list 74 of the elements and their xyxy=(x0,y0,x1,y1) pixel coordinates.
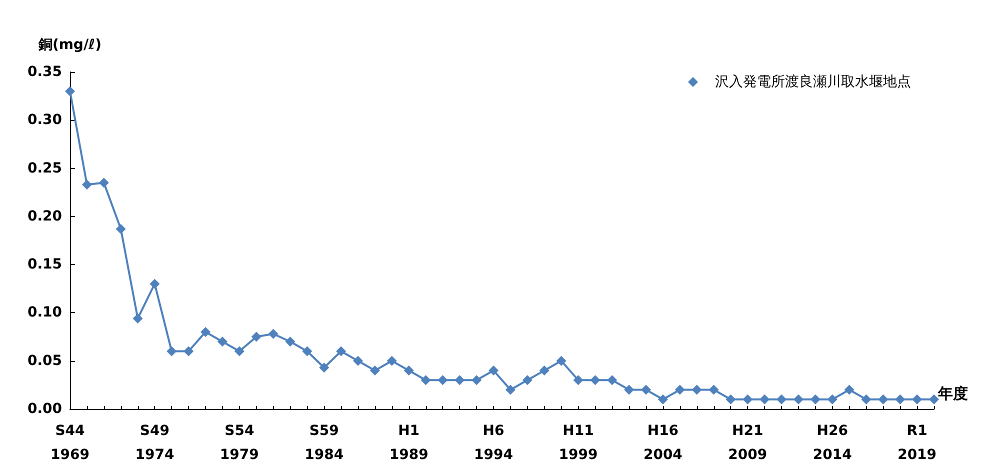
point xyxy=(116,224,126,234)
point xyxy=(420,375,431,386)
y-tick-label: 0.15 xyxy=(27,256,62,273)
point xyxy=(268,328,278,339)
point xyxy=(793,394,804,404)
x-tick-label: H26 2014 xyxy=(812,423,852,463)
point xyxy=(708,384,719,395)
point xyxy=(742,394,753,404)
point xyxy=(607,375,618,386)
point xyxy=(692,384,702,395)
point xyxy=(184,346,194,356)
point xyxy=(760,394,770,404)
point xyxy=(573,375,584,386)
x-tick-label: R1 2019 xyxy=(898,423,937,463)
x-tick-label: H6 1994 xyxy=(474,423,514,463)
point xyxy=(336,346,346,356)
point xyxy=(319,362,330,373)
x-tick-label: S44 1969 xyxy=(50,423,90,463)
point xyxy=(370,365,380,376)
x-tick-label: S49 1974 xyxy=(135,423,174,463)
point xyxy=(353,356,363,366)
x-tick-label: H16 2004 xyxy=(643,423,683,463)
point xyxy=(624,384,634,395)
point xyxy=(878,394,888,404)
x-tick-label: S59 1984 xyxy=(304,423,344,463)
point xyxy=(150,278,160,289)
legend-label: 沢入発電所渡良瀬川取水堰地点 xyxy=(715,74,911,90)
point xyxy=(539,365,550,376)
point xyxy=(438,375,448,386)
y-tick-label: 0.05 xyxy=(27,352,62,369)
y-tick-label: 0.00 xyxy=(27,401,62,417)
y-tick-label: 0.25 xyxy=(27,160,62,176)
point xyxy=(132,313,143,324)
x-tick-label: H11 1999 xyxy=(558,423,598,463)
point xyxy=(488,365,499,376)
point xyxy=(98,178,109,188)
point xyxy=(302,346,312,356)
y-tick-label: 0.20 xyxy=(27,208,62,224)
point xyxy=(641,384,651,395)
point xyxy=(929,394,939,404)
point xyxy=(810,394,820,404)
x-tick-label: H1 1989 xyxy=(389,423,428,463)
point xyxy=(472,375,482,386)
point xyxy=(912,394,922,404)
x-tick-label: H21 2009 xyxy=(728,423,768,463)
point xyxy=(65,86,75,96)
point xyxy=(285,336,296,347)
point xyxy=(505,384,516,395)
point xyxy=(776,394,787,404)
y-tick-label: 0.30 xyxy=(27,112,62,128)
point xyxy=(590,375,600,386)
point xyxy=(166,346,177,356)
point xyxy=(726,394,736,404)
point xyxy=(234,346,244,356)
point xyxy=(200,326,211,337)
x-tick-label: S54 1979 xyxy=(220,423,259,463)
point xyxy=(404,365,414,376)
y-axis-title: 銅(mg/ℓ) xyxy=(37,37,102,53)
y-tick-label: 0.10 xyxy=(27,304,62,321)
point xyxy=(556,356,566,366)
x-axis-title: 年度 xyxy=(937,384,968,402)
point xyxy=(251,332,262,342)
point xyxy=(217,336,228,347)
point xyxy=(844,384,854,395)
point xyxy=(674,384,685,395)
point xyxy=(454,375,465,386)
point xyxy=(861,394,872,404)
point xyxy=(895,394,906,404)
point xyxy=(522,375,532,386)
point xyxy=(386,356,397,366)
point xyxy=(82,180,92,190)
y-tick-label: 0.35 xyxy=(27,64,62,80)
point xyxy=(658,394,668,404)
point xyxy=(827,394,838,404)
